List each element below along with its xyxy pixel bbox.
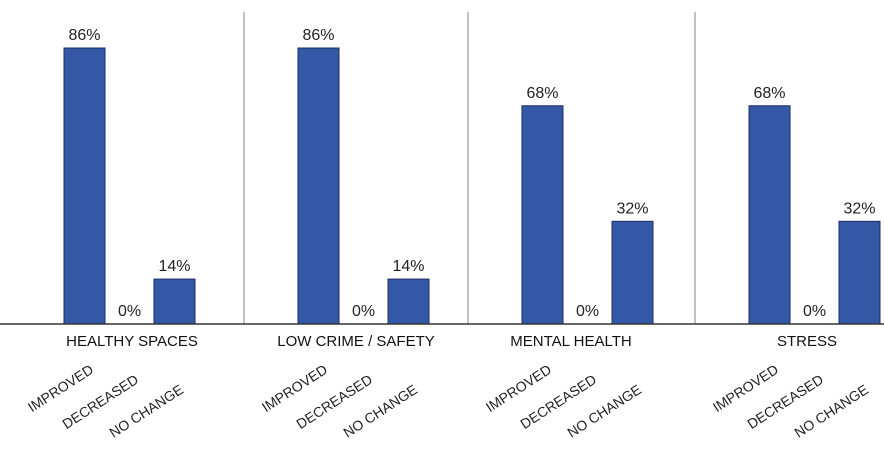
value-labels: 86% 0% 14% 86% 0% 14% 68% 0% 32% 68% 0% 32% xyxy=(68,27,875,320)
value-label-mental-health-improved: 68% xyxy=(526,85,558,102)
bar-stress-no-change xyxy=(838,220,881,325)
value-label-low-crime-safety-decreased: 0% xyxy=(352,303,375,320)
bar-low-crime-safety-improved xyxy=(297,47,340,325)
value-label-low-crime-safety-no-change: 14% xyxy=(392,258,424,275)
value-label-stress-no-change: 32% xyxy=(843,200,875,217)
group-label-mental-health: MENTAL HEALTH xyxy=(510,333,631,350)
group-label-stress: STRESS xyxy=(777,333,837,350)
value-label-mental-health-decreased: 0% xyxy=(576,303,599,320)
panel-separators xyxy=(243,12,696,324)
bar-mental-health-no-change xyxy=(611,220,654,325)
group-label-low-crime-safety: LOW CRIME / SAFETY xyxy=(277,333,435,350)
bar-low-crime-safety-no-change xyxy=(387,278,430,325)
group-label-healthy-spaces: HEALTHY SPACES xyxy=(66,333,198,350)
group-labels: HEALTHY SPACES LOW CRIME / SAFETY MENTAL H… xyxy=(66,333,837,350)
value-label-low-crime-safety-improved: 86% xyxy=(302,27,334,44)
bar-stress-improved xyxy=(748,105,791,325)
value-label-healthy-spaces-no-change: 14% xyxy=(158,258,190,275)
value-label-mental-health-no-change: 32% xyxy=(616,200,648,217)
value-label-stress-improved: 68% xyxy=(753,85,785,102)
bars xyxy=(63,47,881,325)
bar-healthy-spaces-no-change xyxy=(153,278,196,325)
value-label-healthy-spaces-improved: 86% xyxy=(68,27,100,44)
bar-mental-health-improved xyxy=(521,105,564,325)
value-label-stress-decreased: 0% xyxy=(803,303,826,320)
bar-healthy-spaces-improved xyxy=(63,47,106,325)
value-label-healthy-spaces-decreased: 0% xyxy=(118,303,141,320)
